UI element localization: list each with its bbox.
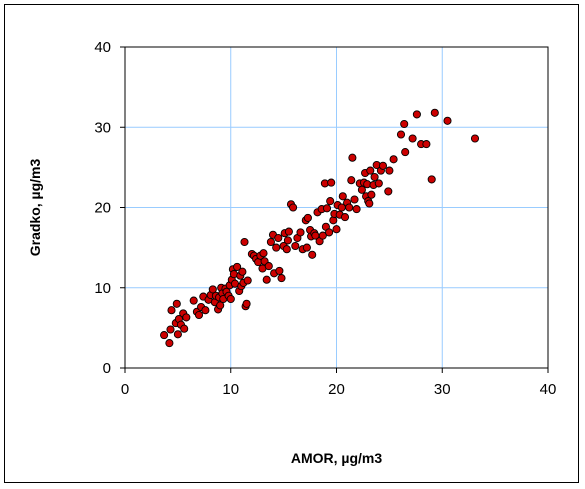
data-point — [400, 119, 409, 129]
axes — [120, 46, 549, 373]
data-point — [422, 140, 431, 149]
tick-labels: 0 10 20 30 40 0 10 20 30 40 — [94, 39, 556, 398]
data-point — [352, 205, 361, 214]
y-tick-label: 20 — [94, 200, 111, 217]
data-point — [348, 153, 357, 162]
x-tick-label: 10 — [222, 381, 239, 398]
data-point — [332, 225, 341, 234]
data-points — [160, 108, 480, 348]
data-point — [238, 267, 247, 276]
x-tick-label: 30 — [434, 381, 451, 398]
data-point — [326, 197, 335, 206]
y-tick-label: 30 — [94, 119, 111, 136]
data-point — [165, 339, 174, 348]
data-point — [167, 306, 176, 315]
data-point — [401, 148, 410, 157]
x-tick-label: 0 — [121, 381, 129, 398]
data-point — [166, 325, 175, 334]
data-point — [338, 192, 347, 201]
data-point — [289, 203, 298, 212]
data-point — [233, 262, 242, 271]
data-point — [291, 241, 300, 251]
data-point — [277, 274, 286, 283]
data-point — [430, 108, 439, 117]
data-point — [282, 245, 291, 254]
data-point — [408, 134, 417, 143]
y-axis-title: Gradko, µg/m3 — [27, 159, 43, 257]
data-point — [367, 190, 376, 199]
data-point — [172, 299, 181, 308]
data-point — [396, 130, 406, 139]
data-point — [194, 310, 204, 320]
data-point — [384, 187, 393, 196]
data-point — [173, 330, 182, 339]
data-point — [427, 175, 436, 184]
data-point — [275, 266, 284, 275]
data-point — [443, 116, 452, 125]
data-point — [284, 227, 293, 236]
y-tick-label: 10 — [94, 280, 111, 297]
data-point — [242, 299, 251, 308]
data-point — [262, 275, 271, 284]
data-point — [365, 199, 374, 208]
data-point — [385, 166, 394, 175]
data-point — [160, 331, 169, 340]
chart-frame — [4, 4, 579, 483]
data-point — [216, 301, 225, 310]
data-point — [412, 110, 421, 119]
y-tick-label: 40 — [94, 39, 111, 56]
data-point — [322, 204, 332, 213]
data-point — [366, 166, 375, 175]
data-point — [180, 324, 189, 333]
data-point — [208, 285, 217, 294]
data-point — [347, 176, 356, 185]
x-axis-title: AMOR, µg/m3 — [291, 450, 383, 466]
data-point — [357, 185, 366, 194]
data-point — [240, 237, 249, 247]
data-point — [264, 262, 273, 271]
x-tick-label: 40 — [540, 381, 557, 398]
data-point — [272, 243, 281, 252]
data-point — [350, 195, 359, 204]
data-point — [283, 236, 292, 245]
data-point — [296, 228, 305, 237]
data-point — [201, 306, 210, 315]
data-point — [226, 294, 235, 304]
data-point — [308, 250, 317, 259]
data-point — [470, 134, 480, 143]
x-tick-label: 20 — [328, 381, 345, 398]
data-point — [327, 178, 336, 187]
data-point — [182, 313, 191, 322]
data-point — [243, 276, 252, 285]
data-point — [303, 213, 312, 222]
data-point — [370, 172, 379, 182]
data-point — [274, 233, 283, 243]
data-point — [318, 231, 327, 240]
data-point — [266, 237, 275, 247]
y-tick-label: 0 — [103, 360, 111, 377]
data-point — [325, 228, 334, 237]
data-point — [345, 203, 354, 212]
data-point — [389, 155, 398, 164]
data-point — [259, 249, 268, 258]
data-point — [374, 179, 383, 188]
data-point — [340, 213, 350, 222]
data-point — [378, 161, 388, 170]
data-point — [302, 243, 311, 252]
data-point — [189, 296, 198, 305]
